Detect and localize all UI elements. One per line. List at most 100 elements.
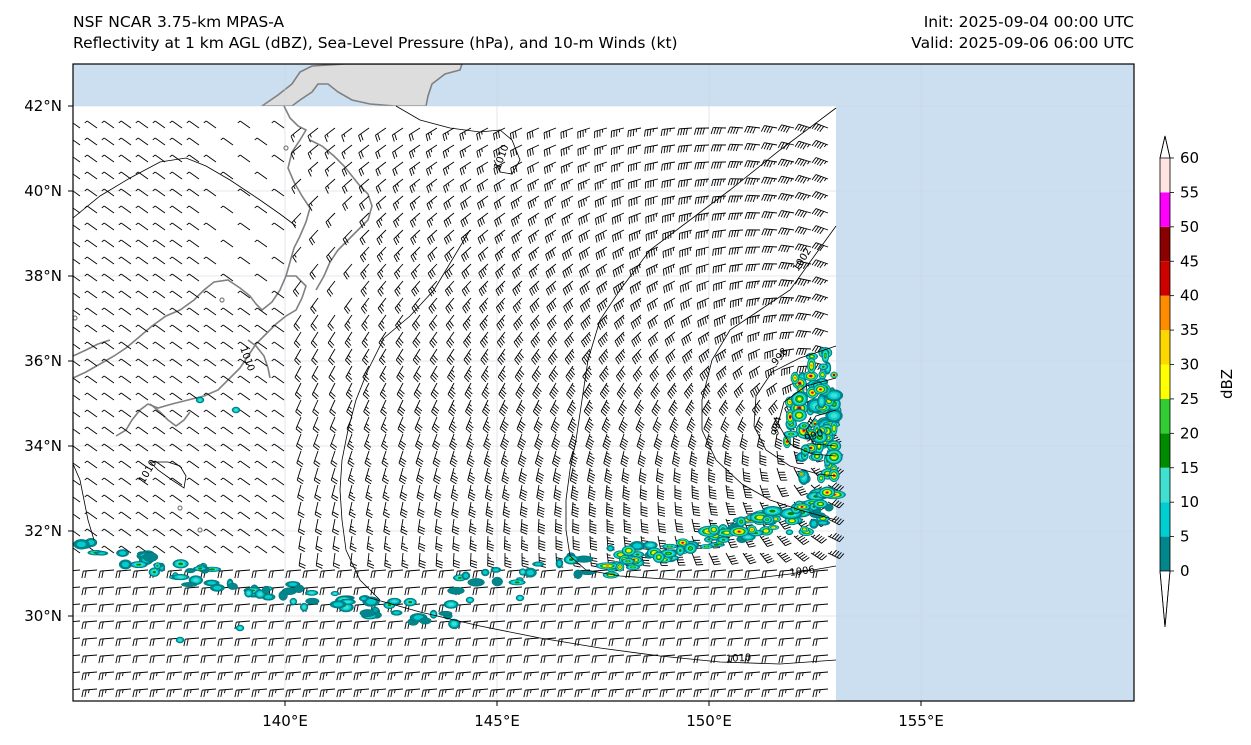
wind-barb xyxy=(443,195,455,211)
x-tick-label: 150°E xyxy=(686,712,732,730)
wind-barb xyxy=(152,137,166,146)
wind-barb xyxy=(412,331,421,349)
reflectivity-cell xyxy=(121,561,130,568)
wind-barb xyxy=(84,239,98,248)
wind-barb xyxy=(169,273,183,282)
wind-barb xyxy=(547,331,558,348)
wind-barb xyxy=(443,178,455,193)
wind-barb xyxy=(727,195,744,203)
reflectivity-cell xyxy=(704,545,709,548)
wind-barb xyxy=(415,433,424,451)
wind-barb xyxy=(271,290,285,299)
wind-barb xyxy=(579,263,591,278)
colorbar-bin xyxy=(1160,398,1170,434)
reflectivity-cell xyxy=(681,541,684,544)
wind-barb xyxy=(364,433,372,451)
wind-barb xyxy=(308,229,319,246)
wind-barb xyxy=(431,416,440,434)
wind-barb xyxy=(795,312,812,321)
wind-barb xyxy=(410,229,421,245)
wind-barb xyxy=(762,280,778,288)
wind-barb xyxy=(442,144,455,159)
wind-barb xyxy=(445,314,455,331)
wind-barb xyxy=(728,212,744,220)
title-left: NSF NCAR 3.75-km MPAS-A Reflectivity at … xyxy=(73,12,678,54)
reflectivity-cell xyxy=(679,548,682,553)
wind-barb xyxy=(186,137,200,146)
wind-barb xyxy=(493,161,506,175)
wind-barb xyxy=(169,239,183,248)
colorbar-bin xyxy=(1160,295,1170,331)
wind-barb xyxy=(478,263,489,279)
wind-barb xyxy=(696,297,710,310)
reflectivity-cell xyxy=(447,586,465,595)
wind-barb xyxy=(701,399,712,417)
wind-barb xyxy=(381,433,389,451)
wind-barb xyxy=(271,324,285,333)
wind-barb xyxy=(375,127,387,142)
wind-barb xyxy=(577,127,591,139)
wind-barb xyxy=(135,120,149,129)
wind-barb xyxy=(543,161,557,175)
wind-barb xyxy=(496,314,506,331)
wind-barb xyxy=(118,290,132,299)
wind-barb xyxy=(713,314,727,327)
wind-barb xyxy=(449,433,458,451)
y-tick-label: 36°N xyxy=(24,352,62,370)
wind-barb xyxy=(581,348,592,365)
wind-barb xyxy=(761,142,778,151)
wind-barb xyxy=(764,348,778,360)
wind-barb xyxy=(577,195,591,209)
colorbar-tick-label: 35 xyxy=(1180,321,1199,339)
wind-barb xyxy=(739,433,748,451)
wind-barb xyxy=(291,178,302,194)
wind-barb xyxy=(615,348,626,365)
wind-barb xyxy=(751,399,762,416)
wind-barb xyxy=(644,144,659,155)
wind-barb xyxy=(152,443,166,452)
wind-barb xyxy=(744,212,761,220)
reflectivity-cell xyxy=(521,570,525,574)
wind-barb xyxy=(581,331,591,348)
reflectivity-cell xyxy=(803,528,806,531)
reflectivity-cell xyxy=(483,570,488,575)
wind-barb xyxy=(611,144,625,156)
title-model: NSF NCAR 3.75-km MPAS-A xyxy=(73,13,285,31)
wind-barb xyxy=(358,127,370,142)
wind-barb xyxy=(428,297,438,314)
wind-barb xyxy=(660,144,676,154)
wind-barb xyxy=(169,222,183,231)
wind-barb xyxy=(745,280,761,290)
wind-barb xyxy=(101,120,115,129)
wind-barb xyxy=(447,365,456,383)
wind-barb xyxy=(613,297,625,313)
wind-barb xyxy=(616,382,627,400)
wind-barb xyxy=(778,244,795,253)
wind-barb xyxy=(101,188,115,197)
wind-barb xyxy=(720,416,730,434)
wind-barb xyxy=(118,324,132,333)
reflectivity-cell xyxy=(818,521,827,525)
wind-barb xyxy=(631,348,642,365)
wind-barb xyxy=(661,195,676,206)
wind-barb xyxy=(446,331,455,348)
wind-barb xyxy=(73,394,81,401)
wind-barb xyxy=(101,375,115,384)
wind-barb xyxy=(73,241,81,248)
reflectivity-cell xyxy=(800,505,804,508)
wind-barb xyxy=(698,348,710,364)
wind-barb xyxy=(375,178,387,194)
colorbar-extend-min xyxy=(1159,570,1171,628)
x-tick-label: 140°E xyxy=(262,712,308,730)
wind-barb xyxy=(443,212,455,228)
reflectivity-cell xyxy=(387,604,392,607)
wind-barb xyxy=(565,365,576,383)
wind-barb xyxy=(237,188,251,197)
wind-barb xyxy=(330,433,338,451)
wind-barb xyxy=(308,195,319,212)
wind-barb xyxy=(811,208,829,218)
wind-barb xyxy=(378,331,387,349)
wind-barb xyxy=(358,144,370,160)
wind-barb xyxy=(794,243,812,252)
wind-barb xyxy=(169,120,183,129)
